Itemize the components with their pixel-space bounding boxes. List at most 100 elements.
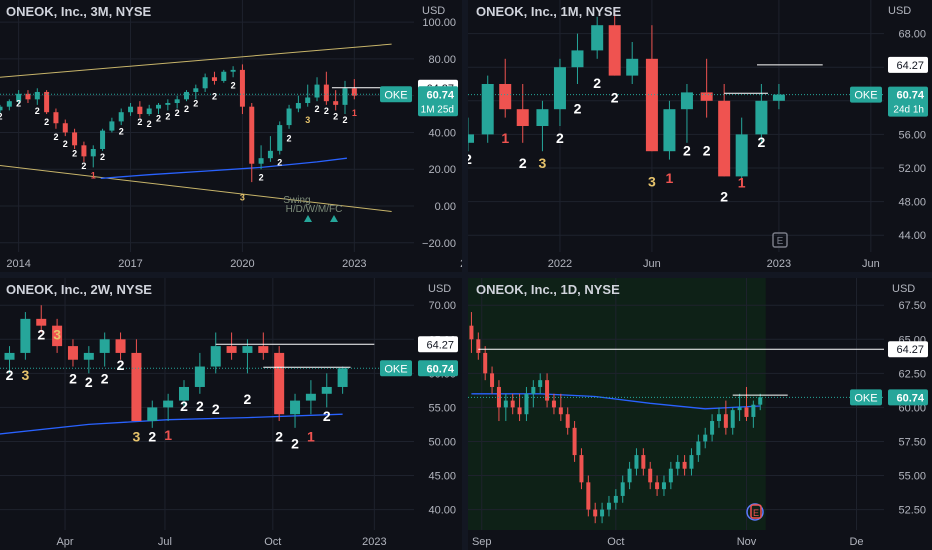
candle-body	[67, 346, 78, 360]
y-tick-label: 52.00	[898, 163, 926, 175]
chart-svg-3m[interactable]: 2222222212222222222213222322221100.0080.…	[0, 0, 462, 272]
future-earnings-label: E	[777, 236, 784, 247]
candle-body	[62, 123, 68, 133]
candle-body	[44, 91, 50, 113]
candle-body	[524, 393, 529, 415]
chart-panel-2w[interactable]: 232322223212222221270.0065.0060.0055.005…	[0, 278, 462, 550]
candle-body	[146, 108, 152, 115]
candle-body	[131, 352, 142, 422]
candle-body	[147, 407, 158, 422]
y-tick-label: 40.00	[428, 127, 456, 139]
plot-background	[468, 0, 932, 272]
sequence-number: 2	[556, 130, 564, 146]
candle-body	[558, 407, 563, 415]
sequence-number: 2	[212, 91, 217, 101]
sequence-number: 2	[611, 89, 619, 105]
chart-svg-2w[interactable]: 232322223212222221270.0065.0060.0055.005…	[0, 278, 462, 550]
sequence-number: 1	[91, 170, 96, 180]
sequence-number: 2	[101, 371, 109, 387]
candle-body	[109, 121, 115, 131]
session-highlight	[468, 278, 766, 530]
candle-body	[226, 346, 237, 353]
y-tick-label: 55.00	[428, 402, 456, 414]
sequence-number: 2	[63, 139, 68, 149]
candle-body	[53, 112, 59, 124]
candle-body	[277, 125, 283, 151]
sequence-number: 2	[324, 106, 329, 116]
candle-body	[758, 397, 763, 405]
sequence-number: 2	[193, 99, 198, 109]
sequence-number: 2	[196, 398, 204, 414]
chart-title-1d: ONEOK, Inc., 1D, NYSE	[476, 282, 620, 297]
candle-body	[239, 69, 245, 107]
currency-label-2w: USD	[428, 283, 452, 295]
candle-body	[586, 482, 591, 510]
sequence-number: 2	[275, 428, 283, 444]
candle-body	[476, 339, 481, 353]
sequence-number: 2	[156, 113, 161, 123]
sequence-number: 2	[35, 106, 40, 116]
countdown-label: 1M 25d	[421, 104, 454, 115]
sequence-number: 2	[37, 326, 45, 342]
sequence-number: 2	[593, 75, 601, 91]
sequence-number: 2	[6, 367, 14, 383]
candle-body	[751, 404, 756, 417]
candle-body	[536, 109, 549, 126]
sequence-number: 2	[231, 80, 236, 90]
sequence-number: 2	[683, 142, 691, 158]
sequence-number: 2	[519, 155, 527, 171]
sequence-number: 3	[133, 428, 141, 444]
chart-svg-1m[interactable]: 21232222312221268.0064.0060.0056.0052.00…	[468, 0, 932, 272]
sequence-number: 2	[757, 134, 765, 150]
candle-body	[516, 109, 529, 126]
candle-body	[551, 400, 556, 408]
candle-body	[174, 99, 180, 104]
chart-panel-1d[interactable]: 67.50 65.00 62.50 60.00 57.50 55.00 52.50 Sep Oc…	[468, 278, 932, 550]
x-tick-label: Oct	[264, 536, 281, 548]
x-tick-label: 2022	[548, 258, 572, 270]
candle-body	[730, 410, 735, 428]
currency-label-1d: USD	[892, 283, 916, 295]
sequence-number: 2	[720, 189, 728, 205]
chart-panel-1m[interactable]: 21232222312221268.0064.0060.0056.0052.00…	[468, 0, 932, 272]
ticker-label: OKE	[854, 392, 877, 404]
sequence-number: 1	[501, 130, 509, 146]
candle-body	[600, 509, 605, 517]
sequence-number: 1	[307, 428, 315, 444]
candle-body	[737, 407, 742, 411]
chart-panel-3m[interactable]: 2222222212222222222213222322221100.0080.…	[0, 0, 462, 272]
candle-body	[333, 101, 339, 105]
countdown-label: 24d 1h	[893, 105, 924, 116]
y-tick-label: 70.00	[428, 300, 456, 312]
y-tick-label: 55.00	[898, 471, 926, 483]
y-tick-label: 40.00	[428, 505, 456, 517]
sequence-number: 2	[323, 408, 331, 424]
candle-body	[468, 134, 474, 143]
x-tick-label: Sep	[472, 536, 492, 548]
sequence-number: 1	[666, 170, 674, 186]
candle-body	[579, 455, 584, 483]
channel-lower-line	[0, 165, 392, 213]
sequence-number: 2	[100, 152, 105, 162]
sequence-number: 2	[147, 119, 152, 129]
x-tick-label: Apr	[56, 536, 73, 548]
candle-body	[703, 434, 708, 442]
currency-label-1m: USD	[888, 5, 912, 17]
ticker-badge	[850, 86, 882, 103]
candle-body	[716, 414, 721, 422]
last-price-label: 60.74	[426, 363, 454, 375]
sequence-number: 2	[315, 104, 320, 114]
ticker-badge	[380, 86, 412, 103]
future-earnings-marker	[772, 232, 788, 248]
last-price-label: 60.74	[426, 89, 454, 101]
candle-body	[626, 58, 639, 76]
candle-body	[137, 106, 143, 115]
candle-body	[710, 421, 715, 435]
last-price-badge	[418, 86, 458, 117]
candle-body	[342, 88, 348, 105]
x-tick-label: 2023	[767, 258, 791, 270]
ticker-badge	[380, 360, 412, 377]
sequence-number: 2	[0, 112, 3, 122]
chart-title-1m: ONEOK, Inc., 1M, NYSE	[476, 4, 622, 19]
